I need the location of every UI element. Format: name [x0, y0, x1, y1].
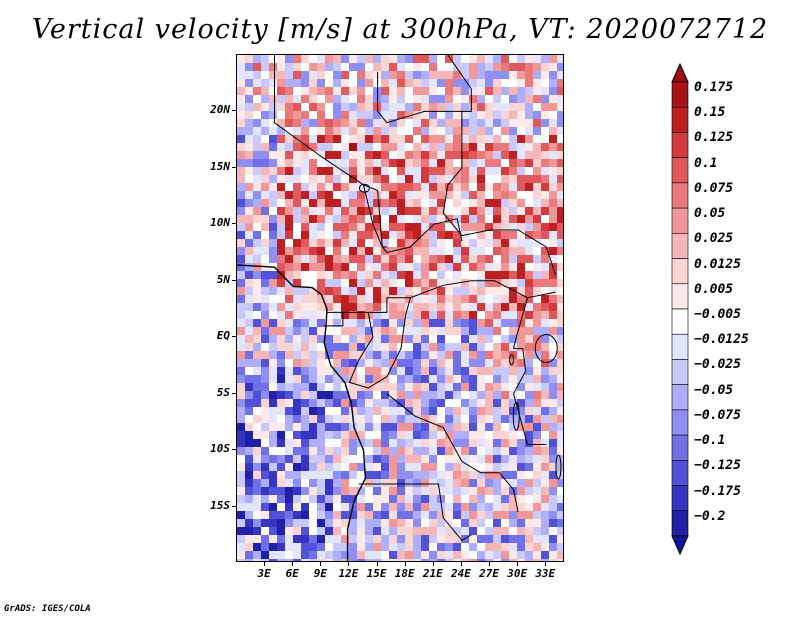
colorbar-label: −0.05 — [694, 382, 734, 398]
colorbar-swatch — [671, 283, 689, 310]
lat-tick-mark — [232, 505, 236, 507]
country-border — [324, 312, 344, 327]
lat-tick-mark — [232, 110, 236, 112]
lon-tick-label: 21E — [422, 567, 443, 580]
lat-tick-mark — [232, 449, 236, 451]
colorbar-label: −0.025 — [694, 357, 741, 373]
colorbar-swatch — [671, 434, 689, 461]
colorbar-label: −0.075 — [694, 407, 741, 423]
footer-credit: GrADS: IGES/COLA — [4, 604, 91, 614]
colorbar-label: 0.05 — [694, 206, 726, 222]
colorbar-swatch — [671, 182, 689, 209]
country-border — [447, 55, 472, 112]
lon-tick-label: 15E — [366, 567, 387, 580]
colorbar-swatch — [671, 157, 689, 184]
country-border — [363, 184, 463, 254]
lon-tick-mark — [460, 562, 462, 566]
coastline — [237, 264, 367, 561]
country-border — [512, 348, 547, 445]
lon-tick-label: 9E — [313, 567, 327, 580]
colorbar-swatch — [671, 384, 689, 411]
colorbar-label: 0.125 — [694, 130, 734, 146]
lat-tick-mark — [232, 223, 236, 225]
lat-tick-label: 20N — [210, 103, 230, 117]
lon-tick-label: 33E — [535, 567, 556, 580]
colorbar-swatch — [671, 460, 689, 486]
lon-tick-label: 12E — [338, 567, 359, 580]
country-border — [358, 483, 472, 542]
lat-tick-label: EQ — [216, 329, 230, 343]
lon-tick-mark — [404, 562, 406, 566]
lon-tick-label: 24E — [450, 567, 471, 580]
colorbar-label: −0.175 — [694, 483, 741, 499]
colorbar-label: 0.1 — [694, 155, 718, 171]
colorbar-label: −0.0125 — [694, 332, 749, 348]
colorbar-swatch — [671, 359, 689, 385]
lon-tick-label: 27E — [479, 567, 499, 580]
lat-tick-mark — [232, 392, 236, 394]
colorbar-label: −0.005 — [694, 307, 741, 322]
lat-tick-label: 15N — [210, 159, 230, 173]
colorbar-swatch — [671, 333, 689, 360]
lat-tick-label: 5N — [216, 272, 230, 286]
country-border — [513, 297, 528, 349]
lat-tick-mark — [232, 166, 236, 168]
country-border — [326, 280, 556, 313]
lake-outline — [534, 334, 558, 364]
chart-title: Vertical velocity [m/s] at 300hPa, VT: 2… — [31, 14, 769, 45]
lake-outline — [358, 183, 370, 193]
lon-tick-mark — [489, 562, 491, 566]
country-border — [386, 393, 519, 513]
lat-tick-label: 5S — [216, 385, 230, 399]
map-field-svg — [237, 55, 563, 561]
colorbar-label: −0.1 — [694, 433, 726, 449]
colorbar-label: 0.15 — [694, 105, 726, 121]
lon-tick-mark — [348, 562, 350, 566]
colorbar-label: 0.075 — [694, 180, 734, 196]
colorbar-label: −0.2 — [694, 508, 726, 524]
colorbar-label: 0.0125 — [694, 256, 741, 272]
lon-tick-label: 30E — [507, 567, 528, 580]
country-border — [442, 212, 557, 276]
colorbar-label: −0.125 — [694, 458, 741, 474]
colorbar-label: 0.025 — [694, 231, 734, 247]
country-border — [348, 297, 411, 389]
lake-outline — [509, 354, 515, 366]
colorbar-label: 0.005 — [694, 281, 734, 297]
velocity-field — [237, 55, 563, 561]
lat-tick-label: 10S — [210, 442, 230, 456]
lon-tick-mark — [545, 562, 547, 566]
colorbar-bottom-arrow — [671, 535, 689, 556]
colorbar-swatch — [671, 132, 689, 158]
map-plot-area — [236, 54, 564, 562]
lake-outline — [512, 401, 520, 431]
colorbar-swatch — [671, 106, 689, 133]
lon-tick-mark — [264, 562, 266, 566]
country-border — [377, 71, 463, 214]
lon-tick-mark — [432, 562, 434, 566]
colorbar-swatch — [671, 207, 689, 234]
lon-tick-label: 6E — [285, 567, 299, 580]
colorbar-swatch — [671, 258, 689, 285]
lat-tick-mark — [232, 279, 236, 281]
lon-tick-mark — [292, 562, 294, 566]
colorbar-swatch — [671, 485, 689, 512]
lon-tick-label: 3E — [257, 567, 271, 580]
colorbar-swatch — [671, 233, 689, 259]
lat-tick-label: 10N — [210, 216, 230, 230]
colorbar-swatch — [671, 409, 689, 436]
lon-tick-mark — [376, 562, 378, 566]
lat-tick-label: 15S — [210, 498, 230, 512]
colorbar-swatch — [671, 81, 689, 108]
colorbar-swatch — [671, 510, 689, 537]
lake-outline — [555, 454, 562, 480]
lon-tick-mark — [320, 562, 322, 566]
lon-tick-label: 18E — [394, 567, 415, 580]
lon-tick-mark — [517, 562, 519, 566]
colorbar-top-arrow — [671, 62, 689, 83]
lat-tick-mark — [232, 336, 236, 338]
colorbar-swatch — [671, 308, 689, 335]
colorbar-label: 0.175 — [694, 80, 734, 95]
